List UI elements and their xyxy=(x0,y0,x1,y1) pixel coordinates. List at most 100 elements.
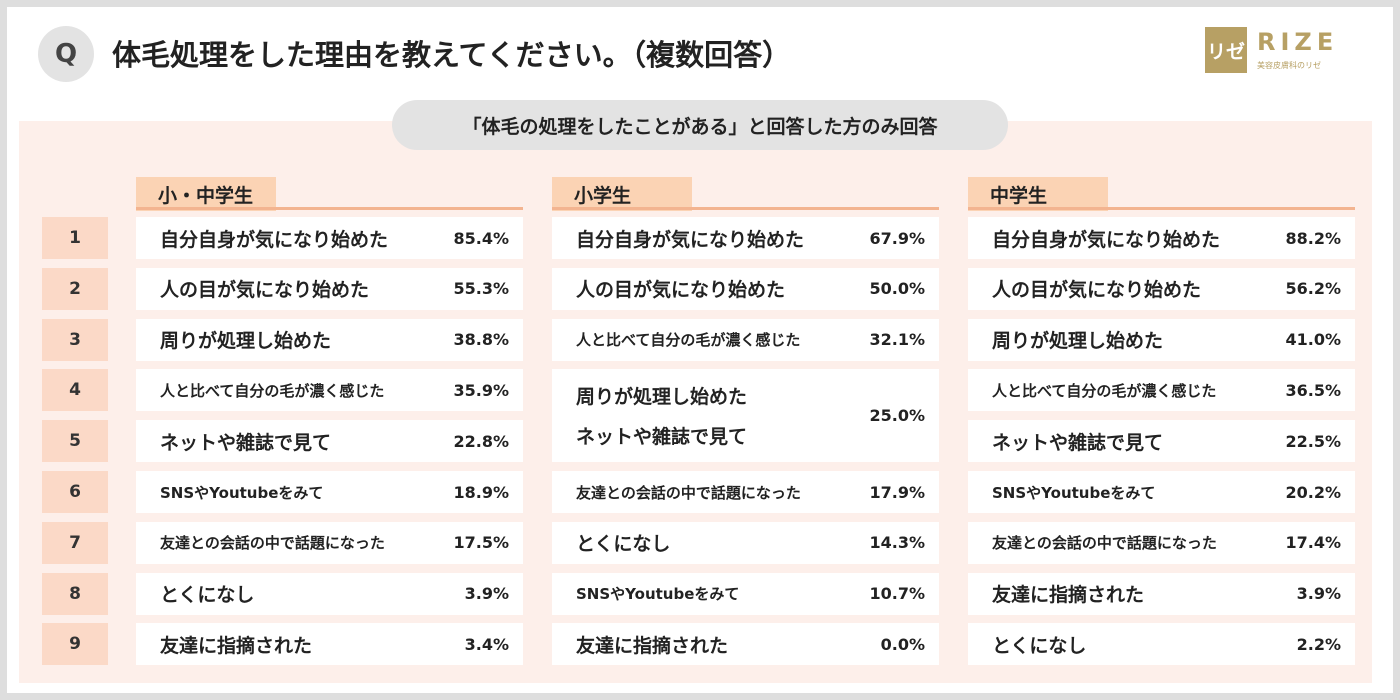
row-label: 友達との会話の中で話題になった xyxy=(160,534,385,553)
column-header: 小学生 xyxy=(552,177,692,211)
row-value: 32.1% xyxy=(869,330,925,350)
column-header-underline xyxy=(968,207,1355,210)
brand-logo: リゼ RIZE 美容皮膚科のリゼ xyxy=(1205,27,1353,79)
column-header: 中学生 xyxy=(968,177,1108,211)
row-value: 3.9% xyxy=(1296,584,1341,604)
table-row: 人の目が気になり始めた 50.0% xyxy=(552,267,939,310)
table-row: 友達との会話の中で話題になった 17.9% xyxy=(552,471,939,513)
table-row: ネットや雑誌で見て 22.8% xyxy=(136,420,523,463)
row-label: とくになし xyxy=(576,533,671,556)
row-label: とくになし xyxy=(992,634,1087,657)
row-label: 友達との会話の中で話題になった xyxy=(992,534,1217,553)
column-header-underline xyxy=(552,207,939,210)
row-value: 2.2% xyxy=(1296,634,1341,654)
rank-cell: 2 xyxy=(42,267,108,310)
column-header-underline xyxy=(136,207,523,210)
table-row: とくになし 3.9% xyxy=(136,572,523,615)
row-label: 周りが処理し始めた xyxy=(160,330,332,353)
table-row: 友達に指摘された 3.9% xyxy=(968,572,1355,615)
row-value: 3.9% xyxy=(464,584,509,604)
table-row: 人と比べて自分の毛が濃く感じた 32.1% xyxy=(552,318,939,361)
row-label: ネットや雑誌で見て xyxy=(992,431,1164,454)
row-value: 22.8% xyxy=(453,431,509,451)
table-row: SNSやYoutubeをみて 18.9% xyxy=(136,471,523,513)
row-value: 18.9% xyxy=(453,482,509,502)
row-label: 自分自身が気になり始めた xyxy=(576,228,805,251)
row-label: 人の目が気になり始めた xyxy=(576,279,786,302)
row-value: 67.9% xyxy=(869,228,925,248)
row-value: 10.7% xyxy=(869,584,925,604)
table-row: 人の目が気になり始めた 56.2% xyxy=(968,267,1355,310)
row-value: 56.2% xyxy=(1285,279,1341,299)
rank-cell: 1 xyxy=(42,217,108,259)
row-value: 17.4% xyxy=(1285,533,1341,553)
row-label: 友達に指摘された xyxy=(576,634,729,657)
row-value: 20.2% xyxy=(1285,482,1341,502)
column-header: 小・中学生 xyxy=(136,177,276,211)
row-label: ネットや雑誌で見て xyxy=(160,431,332,454)
row-value: 14.3% xyxy=(869,533,925,553)
rank-cell: 4 xyxy=(42,369,108,412)
rank-cell: 3 xyxy=(42,318,108,361)
row-value: 55.3% xyxy=(453,279,509,299)
row-label: SNSやYoutubeをみて xyxy=(160,483,324,502)
respondent-note: 「体毛の処理をしたことがある」と回答した方のみ回答 xyxy=(392,100,1008,150)
table-row: 自分自身が気になり始めた 85.4% xyxy=(136,217,523,259)
table-row: 自分自身が気になり始めた 88.2% xyxy=(968,217,1355,259)
table-row: SNSやYoutubeをみて 20.2% xyxy=(968,471,1355,513)
row-label: 友達に指摘された xyxy=(160,634,313,657)
table-row: ネットや雑誌で見て 22.5% xyxy=(968,420,1355,463)
row-label-group: 周りが処理し始めた ネットや雑誌で見て xyxy=(576,375,747,456)
row-value: 25.0% xyxy=(869,406,925,426)
table-row: 周りが処理し始めた 38.8% xyxy=(136,318,523,361)
row-label: とくになし xyxy=(160,584,255,607)
row-label: 周りが処理し始めた xyxy=(576,386,748,409)
row-value: 38.8% xyxy=(453,330,509,350)
row-value: 85.4% xyxy=(453,228,509,248)
table-row: 自分自身が気になり始めた 67.9% xyxy=(552,217,939,259)
rank-cell: 8 xyxy=(42,572,108,615)
row-label: 人と比べて自分の毛が濃く感じた xyxy=(160,381,385,400)
table-row: 友達に指摘された 0.0% xyxy=(552,623,939,666)
table-row: 人と比べて自分の毛が濃く感じた 35.9% xyxy=(136,369,523,412)
rank-cell: 5 xyxy=(42,420,108,463)
question-badge: Q xyxy=(38,26,94,82)
table-row: 友達との会話の中で話題になった 17.5% xyxy=(136,521,523,564)
row-value: 17.5% xyxy=(453,533,509,553)
table-row: 人と比べて自分の毛が濃く感じた 36.5% xyxy=(968,369,1355,412)
row-label: 自分自身が気になり始めた xyxy=(992,228,1221,251)
table-row: とくになし 14.3% xyxy=(552,521,939,564)
row-value: 88.2% xyxy=(1285,228,1341,248)
row-value: 22.5% xyxy=(1285,431,1341,451)
row-label: 友達に指摘された xyxy=(992,584,1145,607)
row-value: 41.0% xyxy=(1285,330,1341,350)
rank-cell: 6 xyxy=(42,471,108,513)
table-row: SNSやYoutubeをみて 10.7% xyxy=(552,572,939,615)
logo-mark-icon: リゼ xyxy=(1205,27,1247,73)
rank-cell: 7 xyxy=(42,521,108,564)
row-label: SNSやYoutubeをみて xyxy=(992,483,1156,502)
table-row: 周りが処理し始めた ネットや雑誌で見て 25.0% xyxy=(552,369,939,463)
row-value: 36.5% xyxy=(1285,380,1341,400)
row-label: 人と比べて自分の毛が濃く感じた xyxy=(992,381,1217,400)
table-row: 友達との会話の中で話題になった 17.4% xyxy=(968,521,1355,564)
table-row: 人の目が気になり始めた 55.3% xyxy=(136,267,523,310)
row-label: 自分自身が気になり始めた xyxy=(160,228,389,251)
logo-wordmark: RIZE xyxy=(1257,28,1339,56)
table-row: 周りが処理し始めた 41.0% xyxy=(968,318,1355,361)
row-label: 人と比べて自分の毛が濃く感じた xyxy=(576,331,801,350)
rank-cell: 9 xyxy=(42,623,108,666)
row-value: 35.9% xyxy=(453,380,509,400)
row-label: 周りが処理し始めた xyxy=(992,330,1164,353)
row-label: 人の目が気になり始めた xyxy=(992,279,1202,302)
row-value: 3.4% xyxy=(464,634,509,654)
logo-subtitle: 美容皮膚科のリゼ xyxy=(1257,61,1321,70)
row-label: SNSやYoutubeをみて xyxy=(576,585,740,604)
question-title: 体毛処理をした理由を教えてください。（複数回答） xyxy=(112,38,792,72)
row-value: 17.9% xyxy=(869,482,925,502)
row-label: 友達との会話の中で話題になった xyxy=(576,483,801,502)
row-label: ネットや雑誌で見て xyxy=(576,426,748,449)
table-row: とくになし 2.2% xyxy=(968,623,1355,666)
table-row: 友達に指摘された 3.4% xyxy=(136,623,523,666)
row-value: 50.0% xyxy=(869,279,925,299)
